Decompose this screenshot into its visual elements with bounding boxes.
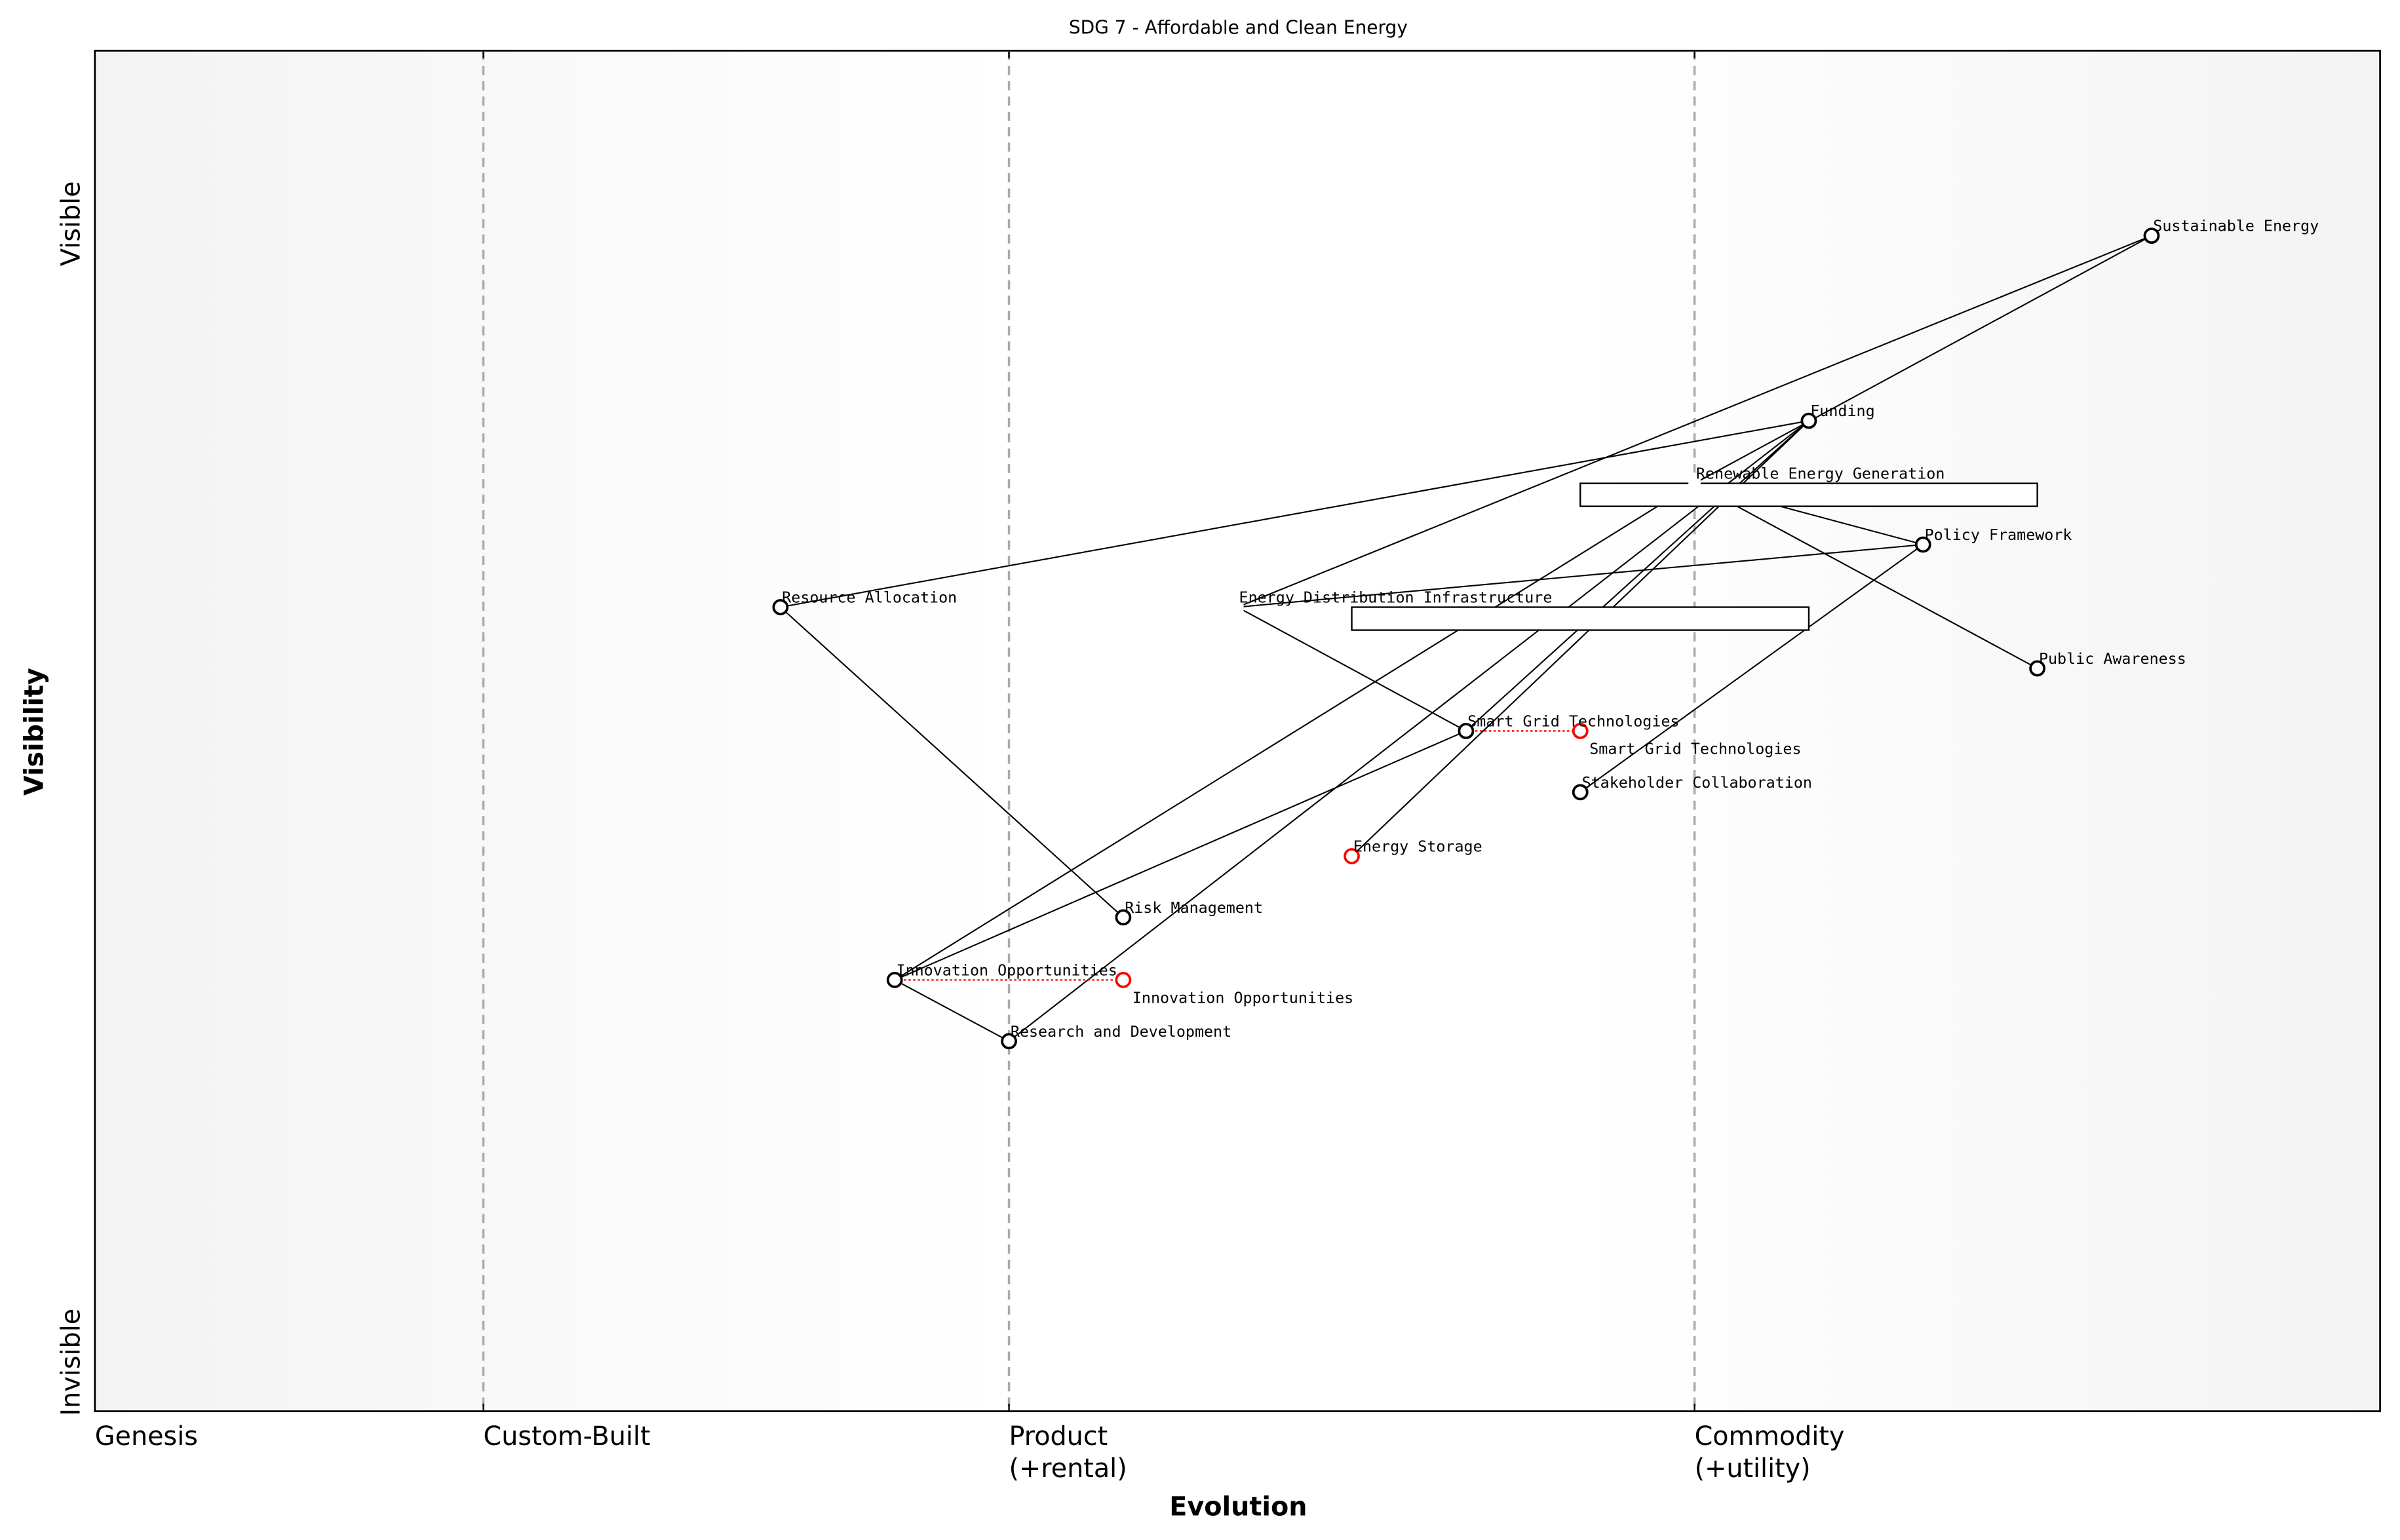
dependency-link	[1694, 235, 2152, 484]
component-node	[1115, 909, 1132, 926]
component-label: Smart Grid Technologies	[1467, 712, 1679, 730]
component-marker	[1688, 472, 1701, 491]
evolved-node	[1572, 723, 1589, 739]
component-label: Stakeholder Collaboration	[1582, 773, 1812, 792]
map-title: SDG 7 - Affordable and Clean Energy	[1069, 17, 1408, 39]
component-label: Energy Storage	[1353, 837, 1482, 855]
component-node	[886, 972, 903, 988]
component-node	[1800, 412, 1817, 429]
dependency-link	[1694, 482, 2038, 669]
evolved-node-label: Smart Grid Technologies	[1589, 739, 1801, 758]
dependency-link	[780, 420, 1810, 608]
dependency-link	[894, 482, 1695, 981]
evolved-node	[1115, 972, 1132, 988]
x-stage-label: Product	[1009, 1421, 1108, 1452]
evolved-node-label: Innovation Opportunities	[1132, 988, 1353, 1007]
component-label: Risk Management	[1125, 898, 1263, 917]
dependency-link	[1237, 235, 2152, 608]
y-axis-title: Visibility	[19, 668, 49, 796]
y-axis-visible-label: Visible	[56, 181, 86, 266]
x-axis-title: Evolution	[1169, 1492, 1307, 1522]
dependency-link	[1008, 420, 1810, 1042]
x-stage-label: (+rental)	[1009, 1453, 1127, 1484]
component-label: Sustainable Energy	[2153, 217, 2319, 235]
component-marker	[1231, 596, 1244, 615]
dependency-link	[780, 606, 1124, 918]
component-node	[1572, 784, 1589, 801]
component-node	[2143, 227, 2160, 244]
dependency-link	[1465, 420, 1810, 732]
component-label: Innovation Opportunities	[897, 961, 1117, 979]
x-stage-label: Genesis	[95, 1421, 198, 1452]
component-node	[772, 599, 789, 615]
component-node	[1344, 848, 1360, 864]
y-axis-invisible-label: Invisible	[56, 1309, 86, 1416]
pipeline-box	[1579, 482, 2038, 507]
component-node	[1001, 1033, 1017, 1050]
component-label: Resource Allocation	[782, 588, 957, 607]
component-label: Policy Framework	[1925, 526, 2072, 544]
dependency-link	[894, 979, 1010, 1042]
component-label: Energy Distribution Infrastructure	[1239, 588, 1553, 607]
component-node	[1458, 723, 1475, 739]
dependency-link	[1237, 543, 1924, 608]
dependency-link	[1237, 606, 1467, 732]
component-label: Public Awareness	[2039, 649, 2186, 668]
x-stage-label: (+utility)	[1695, 1453, 1811, 1484]
x-stage-label: Custom-Built	[484, 1421, 651, 1452]
dependency-link	[894, 730, 1467, 981]
plot-area	[94, 49, 2382, 1412]
x-stage-label: Commodity	[1695, 1421, 1845, 1452]
component-label: Research and Development	[1011, 1022, 1231, 1041]
dependency-link	[1579, 544, 1924, 793]
component-label: Renewable Energy Generation	[1696, 465, 1945, 483]
component-node	[2029, 660, 2045, 677]
pipeline-box	[1351, 606, 1810, 631]
component-node	[1914, 536, 1931, 553]
component-label: Funding	[1810, 402, 1874, 420]
